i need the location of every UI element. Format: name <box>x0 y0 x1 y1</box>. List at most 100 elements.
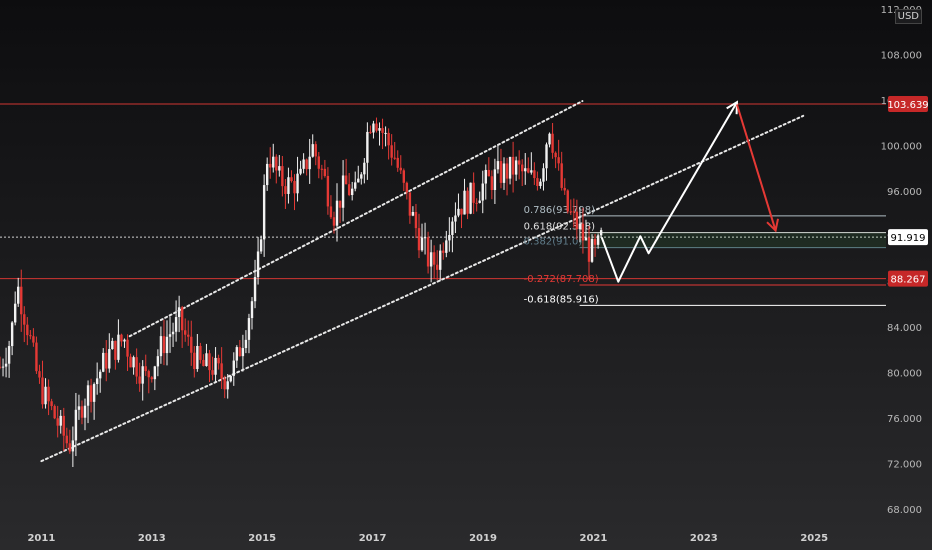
candle-body <box>23 314 26 325</box>
candle-body <box>536 178 539 186</box>
candle-body <box>159 336 163 357</box>
candle-body <box>102 352 105 372</box>
fib-level-label: 0.618(92.318) <box>524 222 596 233</box>
candle-body <box>375 123 378 131</box>
candle-body <box>217 357 220 364</box>
candle-body <box>272 156 275 168</box>
candle-body <box>439 250 442 270</box>
candle-body <box>524 168 527 172</box>
candle-body <box>86 385 90 406</box>
y-tick-label: 108.000 <box>881 51 922 62</box>
x-tick-label: 2021 <box>580 533 608 544</box>
price-badge <box>888 270 928 287</box>
candle-body <box>114 340 117 360</box>
candle-body <box>490 176 494 191</box>
candle-body <box>341 175 345 208</box>
candle-body <box>262 185 266 240</box>
price-badge-label: 88.267 <box>891 275 926 286</box>
x-tick-label: 2015 <box>248 533 276 544</box>
candle-body <box>396 157 399 168</box>
candle-body <box>214 357 217 375</box>
candle-body <box>329 206 333 218</box>
candle-body <box>47 386 50 402</box>
fib-level-label: -0.272(87.708) <box>524 274 599 285</box>
y-tick-label: 84.000 <box>887 323 922 334</box>
candle-body <box>187 334 190 337</box>
candle-body <box>472 182 475 203</box>
candle-body <box>41 377 44 405</box>
candle-body <box>372 123 375 133</box>
candle-body <box>147 371 150 378</box>
candle-body <box>402 170 406 183</box>
candle-body <box>305 159 308 170</box>
candle-body <box>423 237 427 239</box>
candle-body <box>323 168 327 176</box>
candle-body <box>105 352 108 369</box>
candle-body <box>265 163 269 186</box>
candle-body <box>162 336 166 354</box>
candle-body <box>393 157 396 159</box>
candle-body <box>208 353 211 371</box>
candle-body <box>13 303 17 323</box>
candle-body <box>135 357 138 377</box>
candle-body <box>4 363 8 367</box>
candle-body <box>123 339 126 342</box>
candle-body <box>354 182 357 189</box>
candle-body <box>560 163 563 188</box>
candle-body <box>448 234 451 241</box>
candle-body <box>417 228 421 251</box>
y-tick-label: 100.000 <box>881 141 922 152</box>
candle-body <box>284 186 287 194</box>
x-tick-label: 2019 <box>469 533 497 544</box>
y-tick-label: 76.000 <box>887 414 922 425</box>
candle-body <box>165 336 169 354</box>
candle-body <box>369 131 372 133</box>
candle-body <box>275 156 278 171</box>
candle-body <box>347 184 351 196</box>
currency-label: USD <box>894 9 922 24</box>
candle-body <box>299 168 302 174</box>
candle-body <box>238 347 242 357</box>
candle-body <box>411 211 415 216</box>
candle-body <box>563 187 566 191</box>
candle-body <box>77 406 81 410</box>
candle-body <box>253 277 257 302</box>
candle-body <box>350 188 354 196</box>
candle-body <box>481 183 484 201</box>
candle-body <box>405 182 409 193</box>
candle-body <box>180 307 184 331</box>
candle-body <box>590 238 594 262</box>
candle-body <box>429 252 433 267</box>
projection-red-arrow <box>735 104 777 231</box>
candle-body <box>38 371 41 378</box>
candle-body <box>26 324 29 336</box>
channel-upper-line <box>128 100 584 338</box>
candle-body <box>150 377 154 380</box>
candle-body <box>454 215 457 222</box>
fib-level-label: 0.786(93.798) <box>524 205 596 216</box>
candle-body <box>548 133 551 145</box>
candle-body <box>542 168 545 182</box>
candle-body <box>338 200 342 208</box>
candle-body <box>190 336 193 353</box>
candle-body <box>451 221 454 235</box>
candle-body <box>442 250 445 253</box>
candle-body <box>171 331 175 335</box>
candle-body <box>108 349 111 369</box>
candle-body <box>344 175 348 185</box>
candle-body <box>44 386 47 405</box>
candle-body <box>575 211 579 230</box>
candle-body <box>557 157 560 164</box>
candle-body <box>499 161 503 183</box>
y-tick-label: 68.000 <box>887 505 922 516</box>
candle-body <box>311 144 314 157</box>
candle-body <box>530 170 533 173</box>
candle-body <box>80 406 84 418</box>
candle-body <box>220 363 223 379</box>
candle-body <box>199 345 202 360</box>
candle-body <box>420 237 424 251</box>
candle-body <box>0 366 2 368</box>
candle-body <box>211 370 214 375</box>
candle-body <box>478 200 481 203</box>
